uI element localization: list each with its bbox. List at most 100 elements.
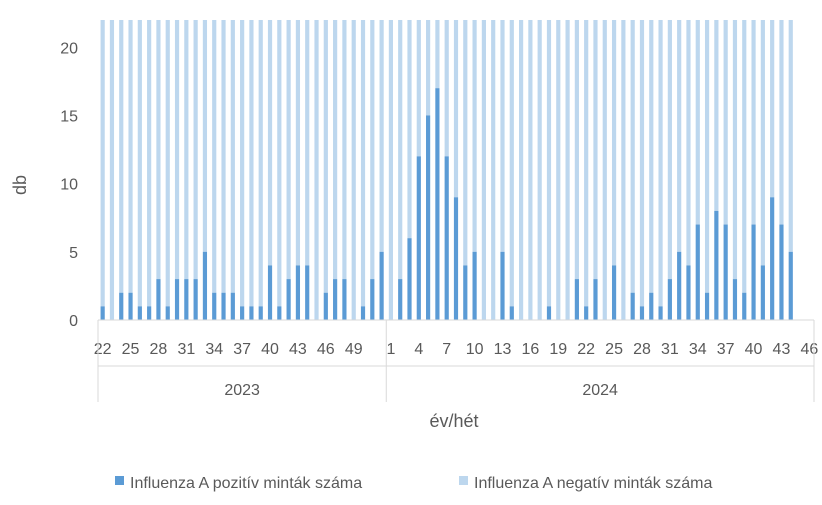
bar-negative bbox=[258, 20, 263, 307]
bar-negative bbox=[286, 20, 291, 280]
legend-swatch-positive bbox=[115, 476, 124, 485]
bar-positive bbox=[453, 197, 459, 320]
bar-positive bbox=[230, 292, 235, 320]
bar-negative bbox=[565, 20, 570, 320]
bar-positive bbox=[574, 279, 579, 320]
bar-negative bbox=[658, 20, 663, 307]
bar-positive bbox=[379, 251, 384, 320]
bar-positive bbox=[788, 251, 793, 320]
y-tick-label: 5 bbox=[69, 245, 78, 262]
x-tick-label: 10 bbox=[466, 341, 484, 358]
bar-negative bbox=[379, 20, 384, 252]
bar-positive bbox=[695, 224, 700, 320]
bar-negative bbox=[128, 20, 133, 293]
bar-positive bbox=[370, 279, 375, 320]
x-tick-label: 46 bbox=[800, 341, 818, 358]
bar-positive bbox=[342, 279, 347, 320]
x-tick-label: 43 bbox=[773, 341, 791, 358]
y-axis-title: db bbox=[10, 175, 30, 195]
bar-negative bbox=[732, 20, 738, 280]
bar-negative bbox=[360, 20, 366, 307]
bar-positive bbox=[398, 279, 403, 320]
bar-negative bbox=[593, 20, 598, 280]
bar-negative bbox=[277, 20, 282, 307]
x-tick-label: 13 bbox=[494, 341, 512, 358]
bar-positive bbox=[100, 306, 105, 320]
bar-positive bbox=[714, 210, 719, 320]
bar-negative bbox=[109, 20, 115, 320]
bar-negative bbox=[407, 20, 412, 239]
bar-negative bbox=[714, 20, 719, 211]
bar-negative bbox=[788, 20, 793, 252]
bar-negative bbox=[695, 20, 700, 225]
bar-positive bbox=[649, 292, 654, 320]
bar-positive bbox=[119, 292, 124, 320]
bar-negative bbox=[333, 20, 338, 280]
bar-negative bbox=[435, 20, 440, 89]
x-axis-title: év/hét bbox=[429, 411, 478, 431]
year-label: 2023 bbox=[224, 382, 260, 399]
bar-positive bbox=[165, 306, 170, 320]
bar-positive bbox=[686, 265, 691, 320]
bar-positive bbox=[704, 292, 710, 320]
bar-positive bbox=[286, 279, 291, 320]
x-tick-label: 43 bbox=[289, 341, 307, 358]
legend-swatch-negative bbox=[459, 476, 468, 485]
bar-negative bbox=[137, 20, 142, 307]
bar-negative bbox=[305, 20, 310, 266]
x-tick-label: 37 bbox=[717, 341, 735, 358]
y-tick-label: 15 bbox=[60, 108, 78, 125]
bar-positive bbox=[658, 306, 663, 320]
bar-positive bbox=[760, 265, 765, 320]
bar-negative bbox=[184, 20, 189, 280]
y-tick-label: 20 bbox=[60, 40, 78, 57]
legend-label-negative: Influenza A negatív minták száma bbox=[474, 475, 712, 492]
bar-positive bbox=[305, 265, 310, 320]
x-tick-label: 34 bbox=[689, 341, 707, 358]
year-label: 2024 bbox=[582, 382, 618, 399]
y-tick-label: 10 bbox=[60, 177, 78, 194]
bar-positive bbox=[723, 224, 728, 320]
bar-negative bbox=[518, 20, 524, 320]
x-tick-label: 7 bbox=[442, 341, 451, 358]
bar-positive bbox=[546, 306, 552, 320]
x-tick-label: 40 bbox=[745, 341, 763, 358]
bar-positive bbox=[174, 279, 180, 320]
bar-negative bbox=[546, 20, 552, 307]
x-tick-label: 28 bbox=[633, 341, 651, 358]
bar-negative bbox=[351, 20, 356, 320]
bar-positive bbox=[240, 306, 245, 320]
bar-negative bbox=[528, 20, 533, 320]
bar-negative bbox=[760, 20, 765, 266]
bar-negative bbox=[491, 20, 496, 320]
x-tick-label: 28 bbox=[150, 341, 168, 358]
bar-positive bbox=[193, 279, 198, 320]
bar-positive bbox=[593, 279, 598, 320]
bar-positive bbox=[509, 306, 514, 320]
bar-positive bbox=[267, 265, 273, 320]
bar-positive bbox=[751, 224, 756, 320]
bar-negative bbox=[119, 20, 124, 293]
bar-positive bbox=[500, 251, 505, 320]
x-tick-label: 46 bbox=[317, 341, 335, 358]
x-tick-label: 22 bbox=[577, 341, 595, 358]
bar-negative bbox=[314, 20, 319, 320]
x-tick-label: 16 bbox=[521, 341, 539, 358]
bar-positive bbox=[630, 292, 635, 320]
bar-positive bbox=[435, 88, 440, 320]
bar-negative bbox=[240, 20, 245, 307]
bar-negative bbox=[556, 20, 561, 320]
y-axis-ticks: 0 5 10 15 20 bbox=[60, 40, 78, 330]
bar-negative bbox=[295, 20, 301, 266]
bar-negative bbox=[686, 20, 691, 266]
bar-positive bbox=[611, 265, 617, 320]
x-tick-label: 22 bbox=[94, 341, 112, 358]
x-tick-label: 40 bbox=[261, 341, 279, 358]
legend-label-positive: Influenza A pozitív minták száma bbox=[130, 475, 362, 492]
bar-negative bbox=[453, 20, 459, 198]
bar-negative bbox=[723, 20, 728, 225]
bar-positive bbox=[333, 279, 338, 320]
bar-negative bbox=[174, 20, 180, 280]
bar-negative bbox=[398, 20, 403, 280]
